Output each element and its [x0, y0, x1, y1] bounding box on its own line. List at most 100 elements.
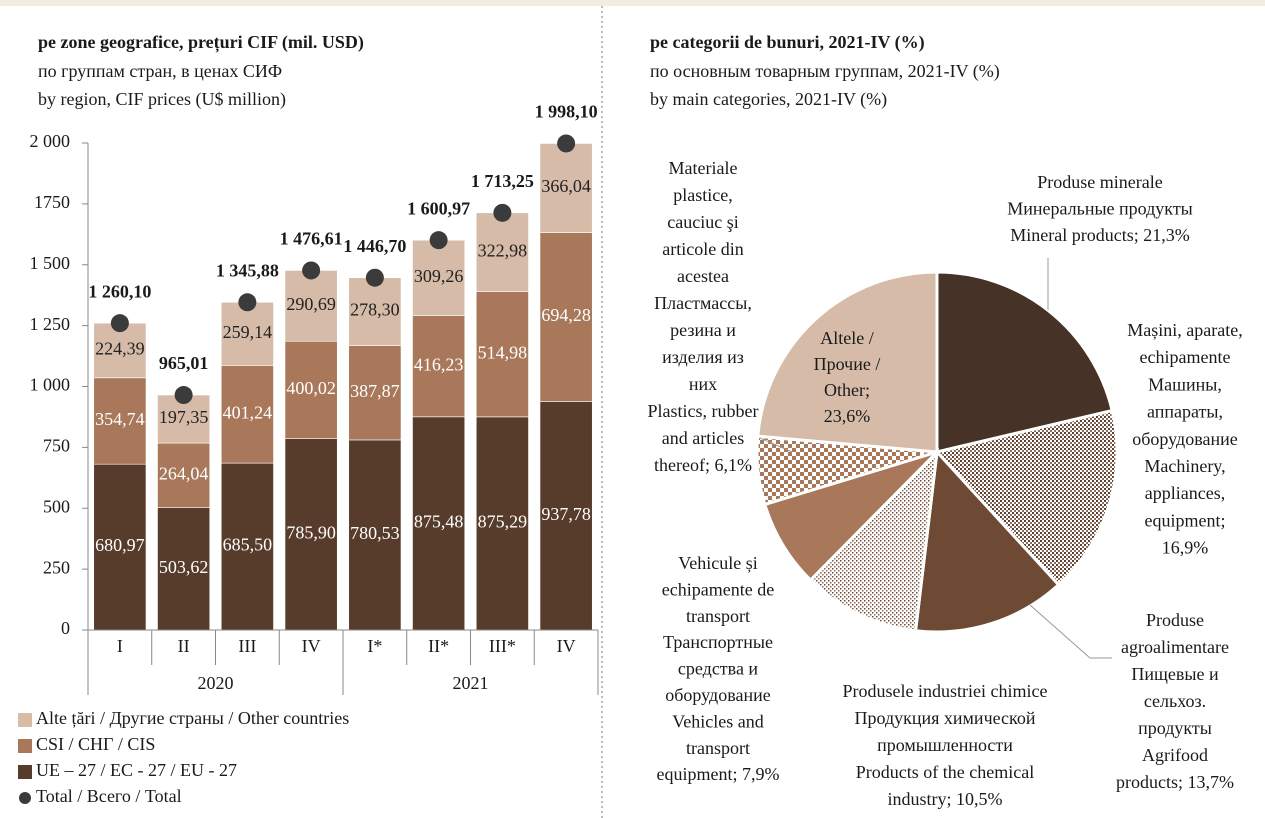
slice-label-line: них: [689, 374, 717, 394]
bar-value-label: 780,53: [350, 523, 400, 543]
x-tick-label: II: [178, 636, 190, 656]
bar-value-label: 197,35: [159, 407, 209, 427]
slice-label-line: Products of the chemical: [856, 762, 1034, 782]
slice-label-line: acestea: [677, 266, 729, 286]
slice-label: Пластмассы,: [654, 293, 752, 313]
bar-segment: [284, 438, 338, 631]
slice-label-line: Produse: [1146, 610, 1204, 630]
x-tick-label: III: [238, 636, 256, 656]
slice-label-line: echipamente de: [662, 580, 774, 600]
slice-value-label: 7,9%: [742, 764, 780, 784]
slice-label: Produse: [1146, 610, 1204, 630]
slice-label-line: products;: [1116, 772, 1183, 792]
chart-subtitle: by main categories, 2021-IV (%): [650, 89, 887, 110]
slice-label-line: equipment;: [1145, 511, 1226, 531]
pie-slice: [935, 270, 1114, 454]
slice-label-line: сельхоз.: [1144, 691, 1206, 711]
bar-value-label: 400,02: [286, 378, 336, 398]
slice-value-label: 21,3%: [1143, 225, 1190, 245]
slice-label-line: Produsele industriei chimice: [843, 681, 1048, 701]
total-label: 1 260,10: [88, 281, 151, 301]
y-tick-label: 1750: [34, 192, 70, 212]
x-tick-label: IV: [557, 636, 576, 656]
y-tick-label: 1 000: [30, 375, 71, 395]
y-tick-label: 0: [61, 618, 70, 638]
total-dot: [429, 231, 448, 250]
bar-segment: [93, 463, 147, 631]
legend-label: CSI / СНГ / CIS: [36, 734, 155, 754]
slice-value-label: 6,1%: [714, 455, 752, 475]
pie-slice: [756, 270, 939, 454]
slice-label: Products of the chemical: [856, 762, 1034, 782]
chart-subtitle: по основным товарным группам, 2021-IV (%…: [650, 61, 1000, 82]
slice-label-line: промышленности: [877, 735, 1013, 755]
slice-label: аппараты,: [1147, 402, 1223, 422]
slice-label-line: and articles: [662, 428, 744, 448]
slice-label-line: Транспортные: [663, 632, 773, 652]
slice-label: products; 13,7%: [1116, 772, 1234, 792]
slice-label-line: agroalimentare: [1121, 637, 1229, 657]
slice-label-line: thereof;: [654, 455, 710, 475]
slice-label: appliances,: [1145, 483, 1225, 503]
slice-label: acestea: [677, 266, 729, 286]
legend-swatch: [18, 739, 32, 753]
bar-value-label: 290,69: [286, 294, 336, 314]
bar-segment: [93, 377, 147, 465]
chart-subtitle: by region, CIF prices (U$ million): [38, 89, 286, 110]
slice-label: Machinery,: [1144, 456, 1225, 476]
slice-label: Produsele industriei chimice: [843, 681, 1048, 701]
x-tick-label: II*: [428, 636, 449, 656]
total-dot: [365, 268, 384, 287]
slice-label: plastice,: [673, 185, 732, 205]
x-tick-label: IV: [302, 636, 321, 656]
slice-label-line: equipment;: [657, 764, 738, 784]
bar-segment: [539, 143, 593, 233]
slice-label-line: Пищевые и: [1131, 664, 1219, 684]
legend-label: Alte țări / Другие страны / Other countr…: [36, 708, 349, 728]
slice-label: Минеральные продукты: [1007, 199, 1193, 219]
total-label: 1 345,88: [216, 260, 279, 280]
slice-label: thereof; 6,1%: [654, 455, 752, 475]
total-label: 1 446,70: [343, 236, 406, 256]
total-dot: [174, 386, 193, 405]
bar-segment: [412, 315, 466, 418]
slice-label: Продукция химической: [854, 708, 1035, 728]
slice-label-line: Produse minerale: [1037, 172, 1162, 192]
pie-slice: [934, 408, 1119, 587]
top-strip: [0, 0, 1265, 6]
bar-value-label: 387,87: [350, 381, 400, 401]
total-label: 965,01: [159, 353, 209, 373]
slice-label: Прочие /: [814, 354, 881, 374]
bar-segment: [412, 239, 466, 316]
bar-value-label: 366,04: [541, 176, 591, 196]
slice-label: Mineral products; 21,3%: [1010, 225, 1189, 245]
slice-label: оборудование: [1132, 429, 1237, 449]
slice-label-line: изделия из: [662, 347, 744, 367]
total-label: 1 600,97: [407, 198, 470, 218]
slice-label-line: Mașini, aparate,: [1127, 320, 1242, 340]
legend-swatch: [18, 713, 32, 727]
bar-segment: [220, 365, 274, 464]
bar-segment: [475, 291, 529, 418]
slice-label: equipment; 7,9%: [657, 764, 780, 784]
slice-label: Пищевые и: [1131, 664, 1219, 684]
slice-label-line: Машины,: [1148, 375, 1222, 395]
total-dot: [557, 134, 576, 153]
slice-label-line: echipamente: [1140, 347, 1231, 367]
legend-label: UE – 27 / ЕС - 27 / EU - 27: [36, 760, 237, 780]
slice-label-line: transport: [686, 606, 750, 626]
y-tick-label: 500: [43, 496, 70, 516]
bar-value-label: 514,98: [478, 342, 528, 362]
slice-label: оборудование: [665, 685, 770, 705]
bar-segment: [220, 301, 274, 366]
bar-value-label: 875,48: [414, 512, 464, 532]
slice-label-line: transport: [686, 738, 750, 758]
slice-label-line: резина и: [670, 320, 736, 340]
slice-label-line: cauciuc şi: [667, 212, 738, 232]
slice-label-line: оборудование: [1132, 429, 1237, 449]
bar-value-label: 937,78: [541, 504, 591, 524]
slice-label-line: Altele /: [820, 328, 873, 348]
slice-label-line: Минеральные продукты: [1007, 199, 1193, 219]
slice-label-line: plastice,: [673, 185, 732, 205]
